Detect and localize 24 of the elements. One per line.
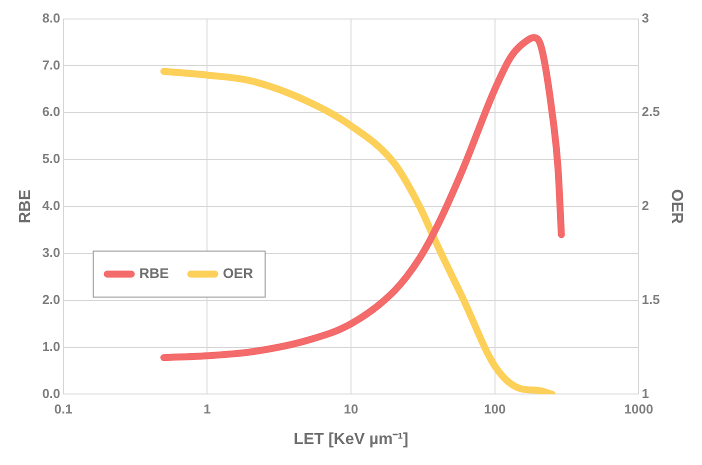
- x-tick-label: 1000: [624, 402, 654, 417]
- y-tick-label: 2.0: [42, 292, 60, 307]
- y-tick-label: 6.0: [42, 104, 60, 120]
- legend-label: OER: [222, 264, 254, 281]
- y-tick-label: 3.0: [42, 245, 60, 260]
- x-tick-label: 0.1: [54, 402, 72, 417]
- y-tick-label: 4.0: [42, 198, 60, 214]
- y2-tick-label: 1: [642, 386, 649, 401]
- y2-tick-label: 2: [642, 198, 649, 214]
- x-tick-label: 100: [484, 402, 506, 417]
- y2-axis-title: OER: [668, 189, 685, 224]
- y-axis-title: RBE: [17, 189, 34, 224]
- x-tick-label: 1: [204, 402, 211, 417]
- x-tick-label: 10: [344, 402, 358, 417]
- x-axis-title: LET [KeV µm⁻¹]: [294, 430, 408, 448]
- y-tick-label: 5.0: [42, 151, 60, 166]
- y-tick-label: 1.0: [42, 338, 60, 354]
- y-tick-label: 8.0: [42, 10, 60, 26]
- y2-tick-label: 3: [642, 10, 649, 26]
- legend-label: RBE: [139, 264, 169, 281]
- y2-tick-label: 1.5: [642, 292, 660, 307]
- y-tick-label: 0.0: [42, 386, 60, 401]
- y-tick-label: 7.0: [42, 57, 60, 72]
- y2-tick-label: 2.5: [642, 104, 660, 120]
